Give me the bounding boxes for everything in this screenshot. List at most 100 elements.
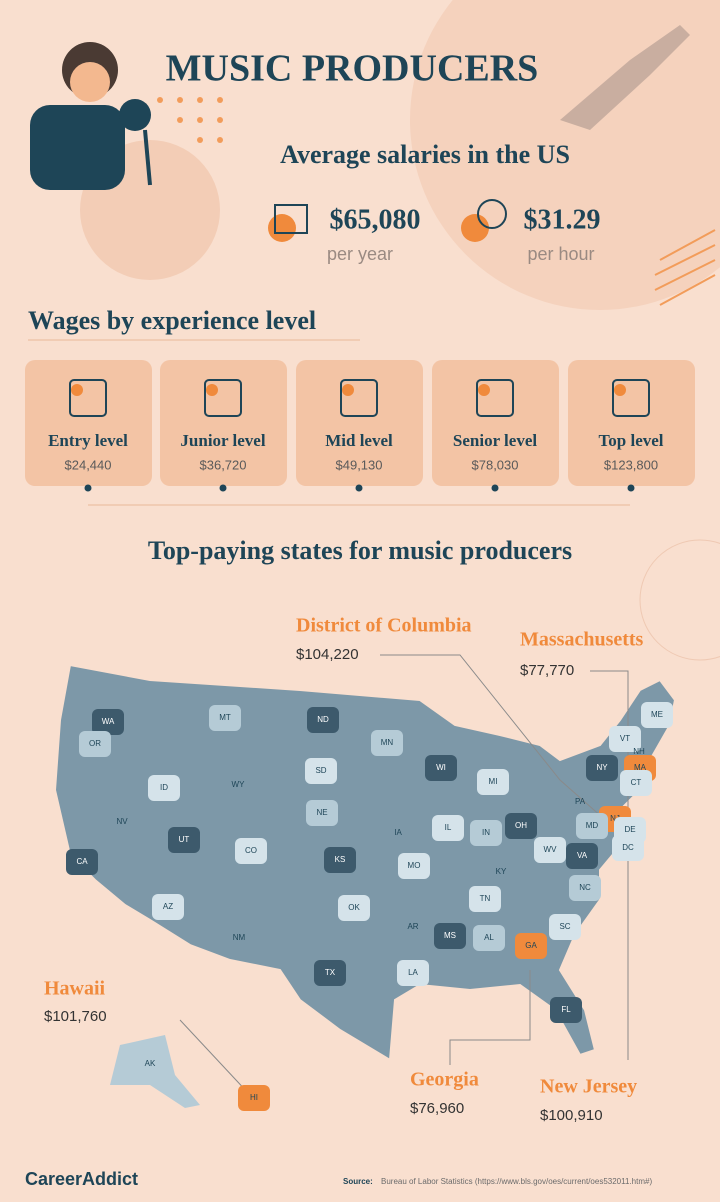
state: [306, 800, 338, 826]
level-icon: [204, 379, 242, 417]
state-label: CA: [76, 857, 88, 866]
callout-salary: $77,770: [520, 662, 574, 679]
state-label: DC: [622, 843, 634, 852]
state: [566, 843, 598, 869]
state: [469, 886, 501, 912]
level-label: Mid level: [325, 431, 393, 450]
level-dot: [219, 484, 227, 492]
unit: per hour: [527, 244, 594, 264]
level-label: Senior level: [453, 431, 537, 450]
state: [534, 837, 566, 863]
state-label: NV: [116, 817, 128, 826]
state: [66, 849, 98, 875]
callout-salary: $100,910: [540, 1107, 603, 1124]
level-dot: [491, 484, 499, 492]
state: [550, 997, 582, 1023]
level-label: Top level: [598, 431, 663, 450]
callout-state: District of Columbia: [296, 615, 472, 637]
state-label: AL: [484, 933, 494, 942]
level-dot: [355, 484, 363, 492]
state: [398, 853, 430, 879]
state-label: VA: [577, 851, 588, 860]
state-label: SC: [559, 922, 570, 931]
state-label: MA: [634, 763, 647, 772]
callout-salary: $101,760: [44, 1008, 107, 1025]
state-label: DE: [624, 825, 635, 834]
state-label: NM: [233, 933, 246, 942]
level-icon: [612, 379, 650, 417]
state: [168, 827, 200, 853]
level-salary: $24,440: [65, 457, 112, 472]
state-label: NC: [579, 883, 591, 892]
state: [338, 895, 370, 921]
level-icon-dot: [206, 384, 218, 396]
state-label: KS: [335, 855, 346, 864]
state: [397, 960, 429, 986]
level-salary: $123,800: [604, 457, 658, 472]
callout-state: Massachusetts: [520, 629, 644, 651]
level-icon: [340, 379, 378, 417]
unit: per year: [327, 244, 393, 264]
state-label: NH: [633, 747, 645, 756]
state-label: MN: [381, 738, 394, 747]
state: [505, 813, 537, 839]
salary-year: $65,080: [330, 204, 421, 235]
state: [576, 813, 608, 839]
state-label: WV: [544, 845, 558, 854]
state-label: IL: [445, 823, 452, 832]
state: [305, 758, 337, 784]
level-card: [25, 360, 152, 486]
level-icon: [69, 379, 107, 417]
state-label: IN: [482, 828, 490, 837]
state: [641, 702, 673, 728]
state-label: PA: [575, 797, 586, 806]
state-label: AK: [145, 1059, 156, 1068]
level-label: Junior level: [180, 431, 265, 450]
state-label: CO: [245, 846, 257, 855]
level-icon-dot: [342, 384, 354, 396]
state-label: UT: [179, 835, 190, 844]
state: [79, 731, 111, 757]
state-label: GA: [525, 941, 537, 950]
state-label: ME: [651, 710, 663, 719]
source: Bureau of Labor Statistics (https://www.…: [381, 1177, 652, 1186]
state-label: NE: [316, 808, 327, 817]
title: MUSIC PRODUCERS: [166, 48, 539, 90]
callout-salary: $104,220: [296, 646, 359, 663]
state: [152, 894, 184, 920]
state-label: TX: [325, 968, 336, 977]
state: [425, 755, 457, 781]
state: [586, 755, 618, 781]
section-title: Wages by experience level: [28, 306, 316, 335]
state-label: VT: [620, 734, 630, 743]
state-label: ID: [160, 783, 168, 792]
state: [569, 875, 601, 901]
state: [371, 730, 403, 756]
level-icon: [476, 379, 514, 417]
state-label: WI: [436, 763, 446, 772]
state: [324, 847, 356, 873]
state-label: MD: [586, 821, 599, 830]
level-icon-dot: [478, 384, 490, 396]
state-label: MT: [219, 713, 231, 722]
level-card: [296, 360, 423, 486]
state-label: WA: [102, 717, 115, 726]
level-dot: [84, 484, 92, 492]
level-card: [432, 360, 559, 486]
level-salary: $78,030: [472, 457, 519, 472]
state: [549, 914, 581, 940]
state-label: NJ: [610, 814, 620, 823]
state: [134, 1051, 166, 1077]
state: [477, 769, 509, 795]
callout-state: Georgia: [410, 1069, 479, 1091]
state: [515, 933, 547, 959]
state: [470, 820, 502, 846]
callout-state: New Jersey: [540, 1076, 637, 1098]
level-dot: [627, 484, 635, 492]
level-salary: $49,130: [336, 457, 383, 472]
decor: [30, 0, 720, 661]
state: [235, 838, 267, 864]
subtitle: Average salaries in the US: [280, 140, 570, 169]
state: [473, 925, 505, 951]
state: [432, 815, 464, 841]
